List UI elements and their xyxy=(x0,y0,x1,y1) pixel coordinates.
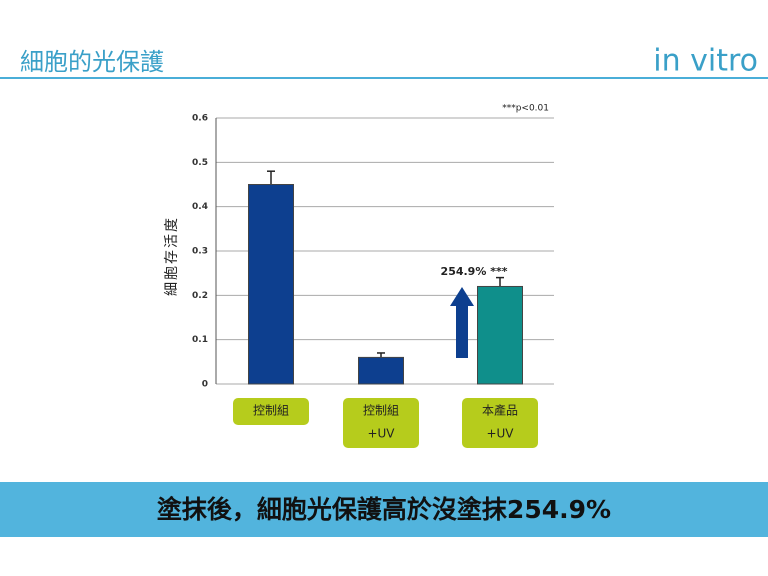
y-tick-label: 0.4 xyxy=(192,202,208,212)
x-tick-label: 控制組 xyxy=(363,404,399,418)
footer-text: 塗抹後，細胞光保護高於沒塗抹254.9% xyxy=(157,495,611,524)
y-tick-label: 0.5 xyxy=(192,158,208,168)
slide-title: 細胞的光保護 xyxy=(20,48,164,76)
y-axis-label: 細胞存活度 xyxy=(164,216,180,296)
x-tick-label: +UV xyxy=(367,427,395,441)
y-tick-label: 0.6 xyxy=(192,114,208,124)
chart: 0 0.1 0.2 0.3 0.4 0.5 0.6 細胞存活度 ***p<0.01 控制組 控制組 +… xyxy=(164,104,554,448)
y-tick-label: 0.2 xyxy=(192,291,208,301)
x-tick-label: 控制組 xyxy=(253,404,289,418)
bar xyxy=(358,356,404,385)
category-box xyxy=(233,398,309,425)
bar xyxy=(477,285,523,385)
bar-annotation: 254.9% *** xyxy=(441,265,508,278)
y-tick-label: 0.1 xyxy=(192,335,208,345)
category-box xyxy=(462,398,538,448)
y-tick-label: 0 xyxy=(202,380,208,390)
footer-band xyxy=(0,482,768,537)
bar xyxy=(248,184,294,385)
slide-subtitle: in vitro xyxy=(653,44,758,79)
y-tick-label: 0.3 xyxy=(192,247,208,257)
category-box xyxy=(343,398,419,448)
increase-arrow xyxy=(450,287,474,358)
x-tick-label: 本產品 xyxy=(482,403,518,418)
x-tick-label: +UV xyxy=(486,427,514,441)
annotation: ***p<0.01 xyxy=(502,104,549,114)
